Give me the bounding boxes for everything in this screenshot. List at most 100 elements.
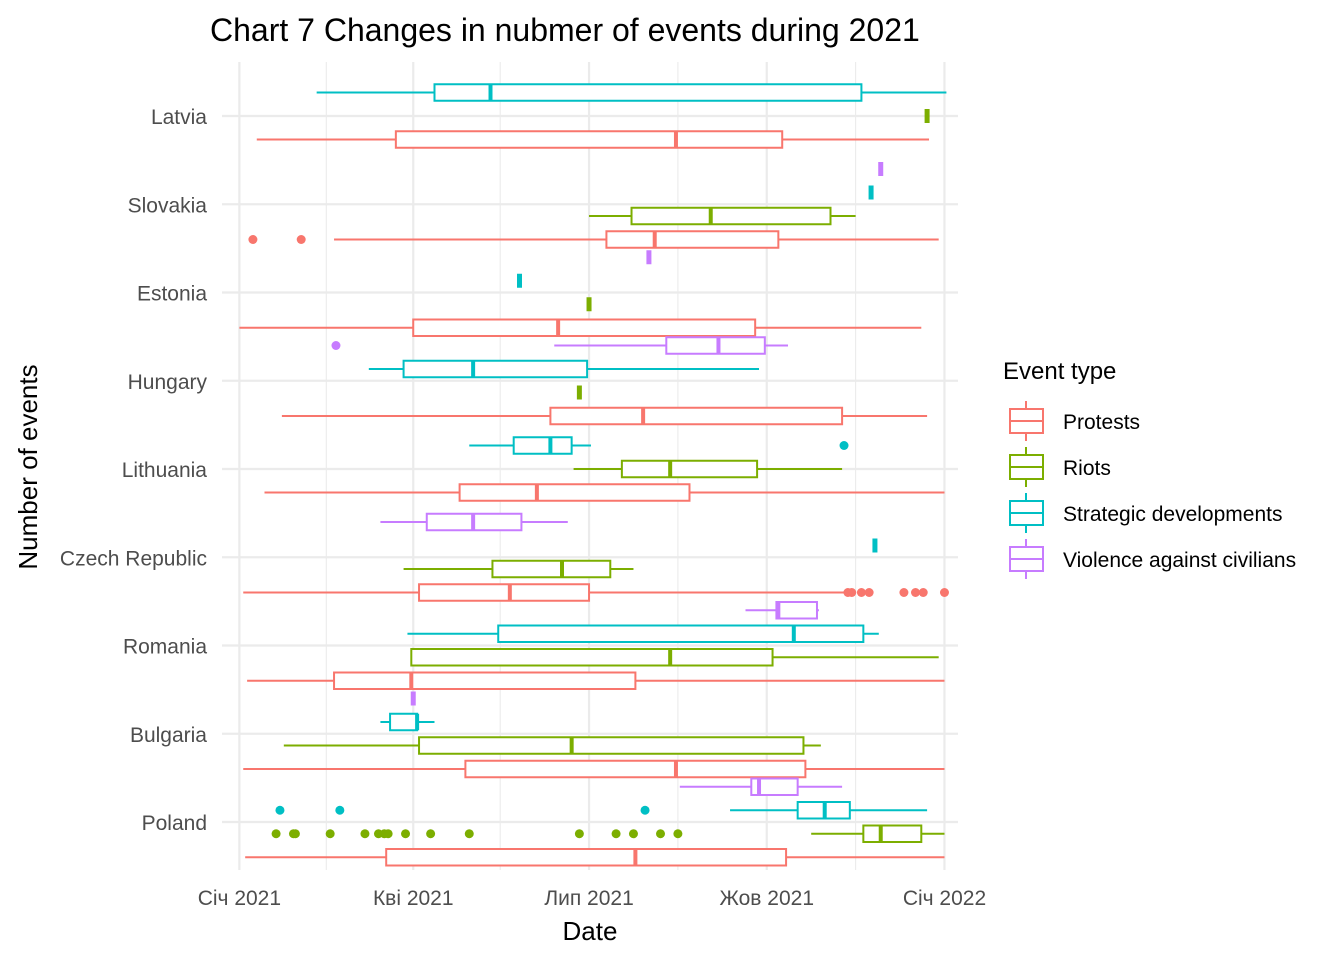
legend-item-label: Riots — [1063, 457, 1111, 480]
iqr-box — [418, 583, 591, 602]
legend-item-label: Strategic developments — [1063, 503, 1282, 526]
iqr-box — [862, 824, 923, 843]
outlier-point — [271, 829, 281, 839]
x-axis-title: Date — [563, 916, 618, 946]
box-lithuania-strategic-developments — [469, 436, 849, 455]
chart-title: Chart 7 Changes in nubmer of events duri… — [210, 12, 920, 48]
y-tick-label: Estonia — [137, 283, 207, 306]
outlier-point — [656, 829, 666, 839]
outlier-point — [673, 829, 683, 839]
y-tick-label: Poland — [142, 812, 207, 835]
x-tick-labels: Січ 2021 Кві 2021 Лип 2021 Жов 2021 Січ 2022 — [198, 887, 986, 910]
box-slovakia-riots — [589, 206, 856, 226]
iqr-box — [491, 559, 612, 579]
y-tick-label: Latvia — [151, 106, 207, 129]
box-estonia-protests — [239, 318, 922, 337]
iqr-box — [665, 336, 766, 355]
iqr-box — [402, 359, 589, 379]
outlier-point — [383, 829, 393, 839]
y-tick-label: Czech Republic — [60, 547, 207, 570]
legend-item-protests: Protests — [1009, 401, 1140, 441]
box-romania-violence-against-civilians — [745, 601, 819, 620]
x-tick-label: Лип 2021 — [544, 887, 633, 910]
box-romania-riots — [410, 648, 939, 667]
outlier-point — [628, 829, 638, 839]
iqr-box — [750, 777, 799, 796]
x-tick-label: Жов 2021 — [719, 887, 814, 910]
box-czech-republic-protests — [243, 583, 949, 602]
outlier-point — [426, 829, 436, 839]
legend-item-label: Violence against civilians — [1063, 549, 1296, 572]
iqr-box — [630, 206, 832, 226]
iqr-box — [410, 648, 774, 667]
box-lithuania-protests — [264, 483, 945, 502]
x-tick-label: Січ 2021 — [198, 887, 281, 910]
outlier-point — [296, 235, 306, 244]
box-hungary-protests — [281, 406, 928, 426]
legend-item-strategic-developments: Strategic developments — [1009, 493, 1282, 533]
outlier-point — [574, 829, 584, 839]
outlier-point — [248, 235, 258, 244]
iqr-box — [385, 848, 788, 867]
outlier-point — [275, 805, 285, 815]
iqr-box — [605, 230, 780, 249]
iqr-box — [333, 671, 637, 690]
legend: Event type Protests Riots Strategic develo… — [1003, 358, 1296, 579]
outlier-point — [918, 588, 928, 597]
iqr-box — [512, 436, 573, 455]
y-tick-label: Bulgaria — [130, 724, 207, 747]
box-romania-protests — [247, 671, 945, 690]
outlier-point — [335, 805, 345, 815]
outlier-point — [640, 805, 650, 815]
box-czech-republic-riots — [403, 559, 634, 579]
legend-item-violence-against-civilians: Violence against civilians — [1009, 539, 1296, 579]
box-lithuania-riots — [573, 459, 843, 479]
y-tick-label: Slovakia — [128, 194, 208, 217]
y-tick-labels: Poland Bulgaria Romania Czech Republic Lithu… — [60, 106, 208, 835]
box-hungary-strategic-developments — [368, 359, 760, 379]
box-czech-republic-violence-against-civilians — [380, 512, 568, 532]
legend-title: Event type — [1003, 358, 1116, 385]
legend-item-label: Protests — [1063, 411, 1140, 434]
y-tick-label: Hungary — [128, 371, 208, 394]
outlier-point — [401, 829, 411, 839]
iqr-box — [458, 483, 691, 502]
iqr-box — [549, 406, 844, 426]
outlier-point — [939, 588, 949, 597]
outlier-point — [331, 341, 341, 350]
box-bulgaria-riots — [283, 736, 821, 755]
iqr-box — [464, 759, 807, 779]
box-bulgaria-protests — [243, 759, 945, 779]
iqr-box — [394, 130, 784, 149]
iqr-box — [620, 459, 759, 479]
box-poland-protests — [245, 848, 945, 867]
box-poland-riots — [271, 824, 945, 843]
box-romania-strategic-developments — [407, 624, 879, 643]
outlier-point — [325, 829, 335, 839]
iqr-box — [433, 83, 863, 102]
outlier-point — [864, 588, 874, 597]
box-bulgaria-strategic-developments — [380, 712, 435, 732]
box-latvia-strategic-developments — [316, 83, 947, 102]
box-poland-violence-against-civilians — [679, 777, 843, 796]
box-hungary-violence-against-civilians — [331, 336, 789, 355]
y-tick-label: Lithuania — [122, 459, 208, 482]
iqr-box — [775, 601, 818, 620]
outlier-point — [464, 829, 474, 839]
legend-item-riots: Riots — [1009, 447, 1111, 487]
box-poland-strategic-developments — [275, 801, 928, 820]
legend-items: Protests Riots Strategic developments Viole… — [1009, 401, 1296, 579]
outlier-point — [611, 829, 621, 839]
outlier-point — [847, 588, 857, 597]
iqr-box — [412, 318, 757, 337]
x-tick-label: Кві 2021 — [373, 887, 454, 910]
box-latvia-protests — [256, 130, 930, 149]
x-tick-label: Січ 2022 — [903, 887, 986, 910]
outlier-point — [360, 829, 370, 839]
box-slovakia-protests — [248, 230, 939, 249]
y-axis-title: Number of events — [13, 364, 43, 569]
iqr-box — [389, 712, 419, 732]
outlier-point — [911, 588, 921, 597]
